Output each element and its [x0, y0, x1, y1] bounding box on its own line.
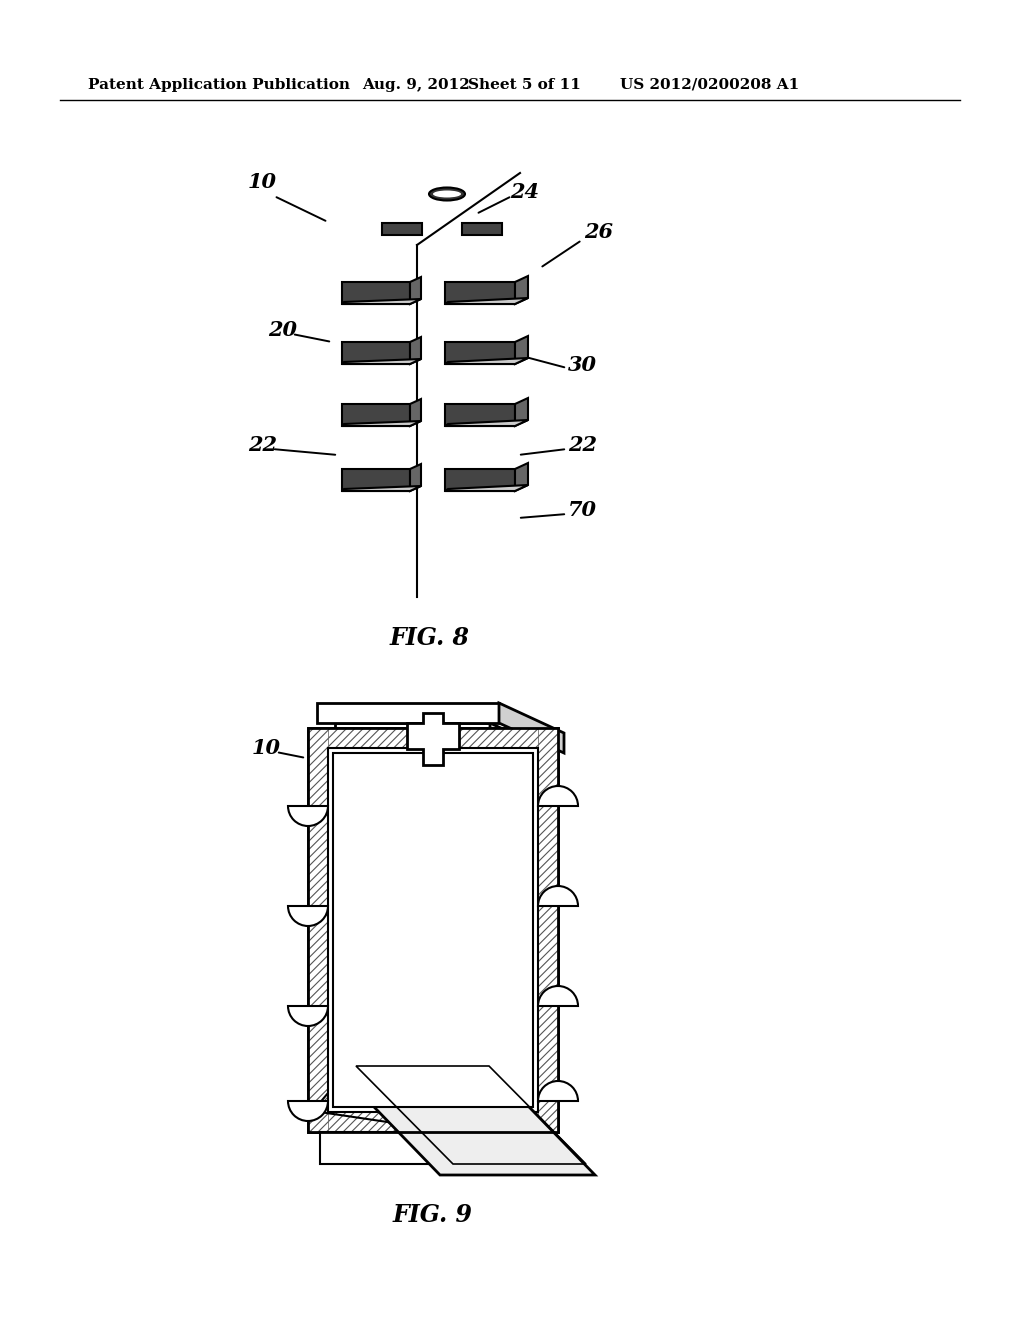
- Polygon shape: [342, 300, 421, 304]
- Polygon shape: [445, 358, 528, 364]
- Text: 20: 20: [268, 319, 297, 341]
- Text: FIG. 9: FIG. 9: [393, 1203, 473, 1228]
- Text: 22: 22: [568, 436, 597, 455]
- Text: Patent Application Publication: Patent Application Publication: [88, 78, 350, 92]
- Polygon shape: [300, 1074, 520, 1147]
- Bar: [328, 748, 538, 1111]
- Wedge shape: [538, 886, 578, 906]
- Polygon shape: [445, 404, 515, 426]
- Ellipse shape: [433, 190, 461, 198]
- Text: Aug. 9, 2012: Aug. 9, 2012: [362, 78, 470, 92]
- Polygon shape: [490, 723, 555, 1105]
- Bar: [308, 1111, 558, 1133]
- Text: 26: 26: [584, 222, 613, 242]
- Text: 28: 28: [460, 913, 487, 931]
- Bar: [308, 729, 328, 1133]
- Polygon shape: [515, 276, 528, 304]
- Wedge shape: [288, 906, 328, 927]
- Bar: [333, 752, 534, 1107]
- Polygon shape: [342, 486, 421, 491]
- Bar: [319, 1133, 546, 1164]
- Polygon shape: [342, 469, 410, 491]
- Wedge shape: [538, 785, 578, 807]
- Polygon shape: [342, 342, 410, 364]
- Text: 30: 30: [568, 355, 597, 375]
- Polygon shape: [342, 282, 410, 304]
- Polygon shape: [345, 1069, 500, 1077]
- Bar: [308, 729, 558, 1133]
- Polygon shape: [445, 484, 528, 491]
- Bar: [538, 729, 558, 1133]
- Polygon shape: [407, 713, 459, 766]
- Polygon shape: [445, 342, 515, 364]
- Bar: [308, 729, 558, 748]
- Polygon shape: [462, 223, 502, 235]
- Polygon shape: [445, 298, 528, 304]
- Text: Sheet 5 of 11: Sheet 5 of 11: [468, 78, 581, 92]
- Polygon shape: [382, 223, 422, 235]
- Polygon shape: [345, 1077, 595, 1175]
- Ellipse shape: [429, 187, 465, 201]
- Text: 10: 10: [248, 172, 278, 191]
- Polygon shape: [410, 465, 421, 491]
- Polygon shape: [410, 399, 421, 426]
- Text: 22: 22: [248, 436, 278, 455]
- Text: US 2012/0200208 A1: US 2012/0200208 A1: [620, 78, 800, 92]
- Polygon shape: [445, 420, 528, 426]
- Polygon shape: [410, 337, 421, 364]
- Polygon shape: [410, 277, 421, 304]
- Wedge shape: [288, 1006, 328, 1026]
- Wedge shape: [288, 1101, 328, 1121]
- Polygon shape: [342, 359, 421, 364]
- Polygon shape: [342, 404, 410, 426]
- Text: 70: 70: [568, 500, 597, 520]
- Polygon shape: [515, 399, 528, 426]
- Wedge shape: [538, 986, 578, 1006]
- Wedge shape: [538, 1081, 578, 1101]
- Polygon shape: [515, 463, 528, 491]
- Bar: [308, 729, 558, 1133]
- Polygon shape: [342, 421, 421, 426]
- Polygon shape: [317, 704, 499, 723]
- Polygon shape: [445, 469, 515, 491]
- Text: 24: 24: [510, 182, 539, 202]
- Text: 10: 10: [252, 738, 281, 758]
- Text: FIG. 8: FIG. 8: [390, 626, 470, 649]
- Polygon shape: [335, 723, 490, 1074]
- Wedge shape: [288, 807, 328, 826]
- Polygon shape: [515, 337, 528, 364]
- Polygon shape: [445, 282, 515, 304]
- Polygon shape: [499, 704, 564, 752]
